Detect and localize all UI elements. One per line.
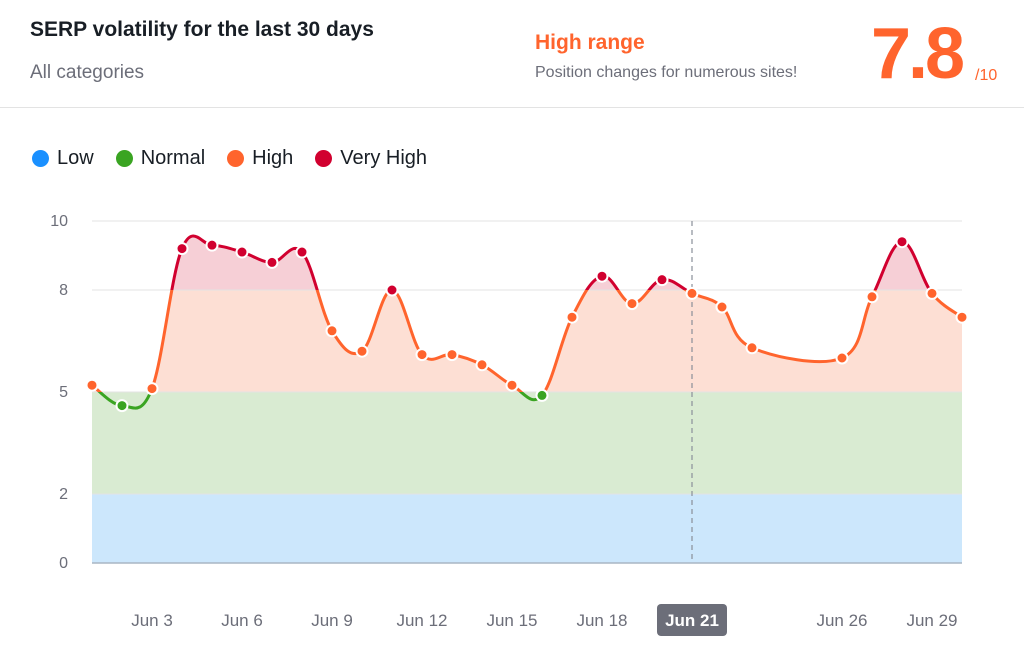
legend-label-very-high: Very High: [340, 146, 428, 169]
legend-dot-normal: [115, 149, 133, 167]
data-point: [955, 310, 969, 324]
series-line-very-high: [170, 234, 932, 290]
data-point: [685, 286, 699, 300]
data-point: [715, 300, 729, 314]
data-point: [445, 348, 459, 362]
data-point: [115, 399, 129, 413]
data-point: [235, 245, 249, 259]
data-point: [415, 348, 429, 362]
data-point: [175, 242, 189, 256]
data-point: [505, 378, 519, 392]
y-tick-label: 10: [50, 213, 68, 230]
x-tick-label: Jun 29: [906, 611, 957, 630]
x-tick-label: Jun 9: [311, 611, 353, 630]
data-point: [475, 358, 489, 372]
data-point: [295, 245, 309, 259]
x-tick-label: Jun 26: [816, 611, 867, 630]
band-very-high: [92, 235, 962, 290]
data-point: [835, 351, 849, 365]
x-tick-label-active: Jun 21: [665, 611, 719, 630]
data-point: [265, 255, 279, 269]
data-point: [565, 310, 579, 324]
legend-item-high[interactable]: High: [227, 147, 293, 170]
data-point: [145, 382, 159, 396]
volatility-score: 7.8: [871, 14, 965, 94]
legend-label-normal: Normal: [140, 146, 206, 169]
legend-item-very-high[interactable]: Very High: [315, 147, 427, 170]
legend-label-high: High: [252, 146, 294, 169]
data-point: [655, 273, 669, 287]
x-tick-label: Jun 3: [131, 611, 173, 630]
data-point: [385, 283, 399, 297]
data-point: [535, 388, 549, 402]
data-point: [205, 238, 219, 252]
series-line-high: [90, 290, 964, 392]
range-title: High range: [535, 31, 645, 54]
data-point: [745, 341, 759, 355]
y-tick-label: 8: [59, 282, 68, 299]
data-point: [865, 290, 879, 304]
y-tick-label: 2: [59, 486, 68, 503]
range-description: Position changes for numerous sites!: [535, 64, 798, 81]
legend-dot-very-high: [315, 149, 333, 167]
data-point: [925, 286, 939, 300]
category-subtitle: All categories: [30, 62, 145, 83]
x-tick-label: Jun 18: [576, 611, 627, 630]
legend-dot-low: [32, 149, 49, 167]
band-normal: [92, 392, 962, 494]
legend-dot-high: [227, 149, 245, 167]
band-high: [92, 290, 962, 392]
page-title: SERP volatility for the last 30 days: [30, 18, 374, 41]
legend-label-low: Low: [57, 146, 94, 169]
x-tick-highlight-badge: [657, 604, 727, 636]
data-point: [355, 344, 369, 358]
data-point: [85, 378, 99, 392]
legend-item-normal[interactable]: Normal: [115, 146, 206, 170]
data-point: [625, 297, 639, 311]
header: SERP volatility for the last 30 days All…: [0, 0, 1024, 108]
x-tick-label: Jun 12: [396, 611, 447, 630]
data-point: [325, 324, 339, 338]
x-tick-label: Jun 6: [221, 611, 263, 630]
data-point: [595, 269, 609, 283]
legend-item-low[interactable]: Low: [32, 147, 94, 170]
score-max: /10: [975, 67, 998, 84]
y-tick-label: 5: [59, 384, 68, 401]
x-tick-label: Jun 15: [486, 611, 537, 630]
band-low: [92, 494, 962, 563]
data-point: [895, 235, 909, 249]
y-tick-label: 0: [59, 555, 68, 572]
chart-legend: Low Normal High Very High: [32, 146, 449, 170]
